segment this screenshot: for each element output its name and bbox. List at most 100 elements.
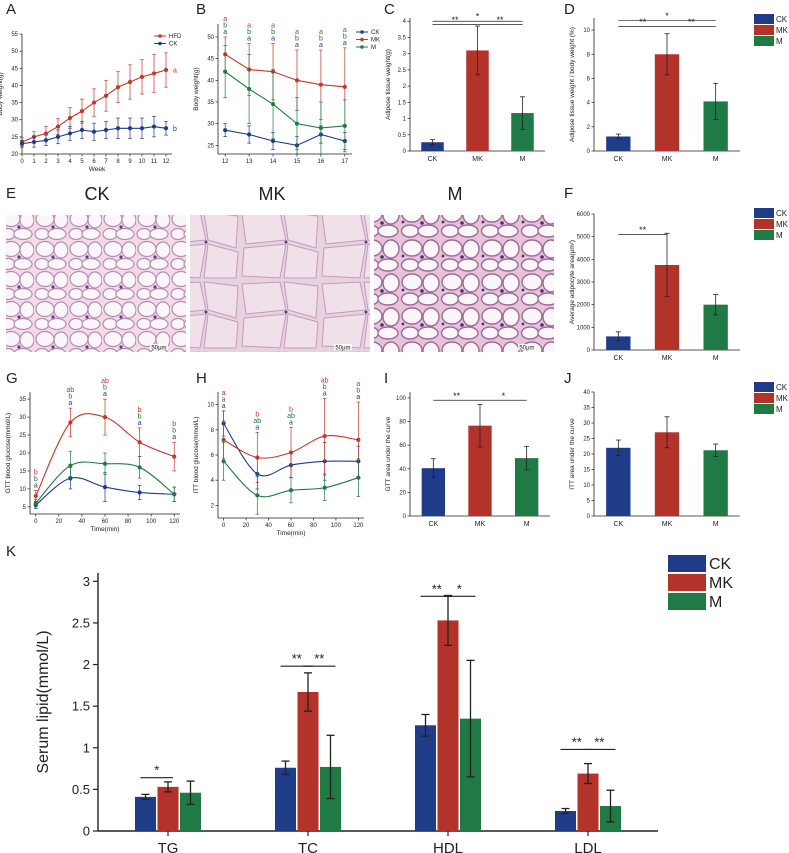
panel-b-ytick-label-2: 35 (207, 100, 214, 106)
panel-h-sig-letter-0-1: a (222, 396, 226, 403)
panel-a-xtick-label-11: 11 (151, 159, 158, 165)
legend-j-mk: MK (776, 394, 789, 403)
panel-a-ck-point-9 (127, 126, 133, 131)
panel-a-letter-hfd: a (173, 68, 177, 75)
panel-b-m-point-1 (247, 86, 252, 92)
legend-k-swatch-mk (668, 574, 706, 591)
panel-b-m-point-4 (318, 125, 323, 131)
panel-d-ytick-label-5: 10 (583, 28, 590, 34)
panel-i-sig-label-0: ** (453, 391, 461, 401)
panel-g-m-point-2 (102, 461, 108, 466)
panel-a-ck-point-3 (55, 134, 61, 139)
panel-b-series-m-line (224, 71, 345, 129)
panel-g-sig-letter-2-1: b (103, 385, 107, 392)
panel-i-sig-label-1: * (502, 391, 506, 401)
panel-g-mk-point-4 (172, 454, 177, 459)
panel-a-ck-point-2 (43, 138, 49, 143)
panel-b-sig-letter-0-2: a (223, 29, 227, 36)
panel-f-ylabel: Average adipocyte area(μm²) (569, 240, 576, 324)
panel-f-sig-label-0: ** (639, 225, 647, 235)
panel-h-xtick-label-1: 20 (243, 523, 250, 529)
panel-a-xtick-label-0: 0 (20, 159, 24, 165)
panel-d-xcat-m: M (713, 156, 719, 163)
panel-j-bar-m (703, 450, 728, 516)
panel-k-ylabel: Serum lipid(mmol/L) (35, 630, 52, 773)
panel-a-xlabel: Week (89, 166, 106, 173)
panel-f-ytick-label-0: 0 (587, 348, 591, 354)
panel-d-ytick-label-1: 2 (587, 125, 591, 131)
panel-g-sig-letter-1-2: a (68, 400, 72, 407)
panel-b-legend-marker-ck (360, 30, 364, 34)
panel-a-hfd-point-2 (43, 131, 49, 136)
panel-f-ytick-label-2: 2000 (577, 303, 591, 309)
panel-b-sig-letter-0-0: a (223, 16, 227, 23)
panel-k-xcat-tg: TG (158, 840, 179, 853)
panel-g-xtick-label-1: 20 (56, 519, 63, 525)
panel-c-bar-mk (466, 50, 489, 151)
panel-a-xtick-label-4: 4 (68, 159, 72, 165)
panel-a-legend-label-ck: CK (169, 42, 177, 48)
panel-g-mk-point-0 (33, 493, 38, 499)
panel-k-sig-label-2-0: ** (432, 581, 442, 596)
panel-c-sig-label-2: ** (496, 15, 504, 25)
panel-h-xtick-label-4: 80 (310, 523, 317, 529)
legend-k-m: M (709, 594, 722, 611)
panel-k-sig-label-3-1: ** (594, 734, 604, 749)
panel-b-xtick-label-5: 17 (341, 159, 348, 165)
panel-j-ytick-label-7: 35 (583, 406, 590, 412)
panel-g-ytick-label-0: 5 (23, 505, 27, 511)
panel-c-xcat-m: M (520, 156, 526, 163)
panel-i-xcat-mk: MK (475, 521, 486, 528)
panel-f-ytick-label-3: 3000 (577, 280, 591, 286)
panel-a-letter-ck: b (173, 126, 177, 133)
panel-a-xtick-label-7: 7 (104, 159, 108, 165)
legend-k: CK MK M (668, 555, 733, 611)
panel-b-mk-point-5 (342, 84, 347, 89)
panel-k-sig-label-1-0: ** (292, 651, 302, 666)
panel-b-xtick-label-1: 13 (246, 159, 253, 165)
scale-bar-m: 50μm (519, 346, 534, 352)
panel-b-legend-label-mk: MK (371, 38, 380, 44)
panel-a-ck-point-5 (79, 127, 85, 133)
histology-image-m (374, 215, 554, 352)
panel-a-hfd-point-4 (67, 115, 73, 121)
panel-b-sig-letter-3-2: a (295, 42, 299, 49)
panel-j-bar-ck (606, 447, 631, 516)
panel-a-hfd-point-6 (91, 100, 97, 105)
panel-label-b: B (196, 1, 206, 18)
panel-c-ytick-label-4: 2 (403, 84, 407, 90)
panel-h-sig-letter-1-0: b (255, 411, 259, 418)
panel-b-ylabel: Body weight(g) (193, 67, 200, 110)
panel-g-ck-point-3 (137, 490, 142, 495)
panel-k-bar-tc-ck (275, 767, 296, 831)
panel-a-ytick-label-6: 50 (11, 49, 18, 55)
histo-title-m: M (448, 184, 463, 204)
panel-a-ck-point-4 (67, 131, 73, 136)
panel-a-legend-marker-hfd (158, 34, 162, 38)
histo-title-ck: CK (84, 184, 109, 204)
panel-h-xlabel: Time(min) (276, 530, 305, 537)
panel-g-sig-letter-3-0: b (138, 407, 142, 414)
panel-h-m-point-3 (322, 485, 327, 490)
panel-c-ytick-label-7: 3.5 (398, 35, 407, 41)
legend-label-m: M (776, 37, 783, 46)
panel-label-j: J (564, 370, 572, 387)
panel-label-d: D (564, 1, 575, 18)
panel-h-xtick-label-0: 0 (222, 523, 226, 529)
panel-d-ytick-label-0: 0 (587, 149, 591, 155)
panel-a-xtick-label-5: 5 (80, 159, 84, 165)
panel-b-sig-letter-1-0: a (247, 23, 251, 30)
panel-label-c: C (384, 1, 395, 18)
panel-j-ytick-label-1: 5 (587, 499, 591, 505)
panel-a-ck-point-0 (19, 141, 25, 146)
panel-g-mk-point-3 (137, 440, 142, 445)
panel-k-bar-ldl-ck (555, 811, 576, 831)
panel-d-ytick-label-3: 6 (587, 76, 591, 82)
panel-i-xcat-ck: CK (428, 521, 438, 528)
panel-h-sig-letter-4-1: b (356, 388, 360, 395)
legend-j-ck: CK (776, 383, 788, 392)
panel-k-ytick-label-3: 1.5 (72, 699, 90, 714)
panel-k-xcat-tc: TC (298, 840, 318, 853)
panel-c-ytick-label-2: 1 (403, 117, 407, 123)
panel-k-sig-label-1-1: ** (314, 651, 324, 666)
